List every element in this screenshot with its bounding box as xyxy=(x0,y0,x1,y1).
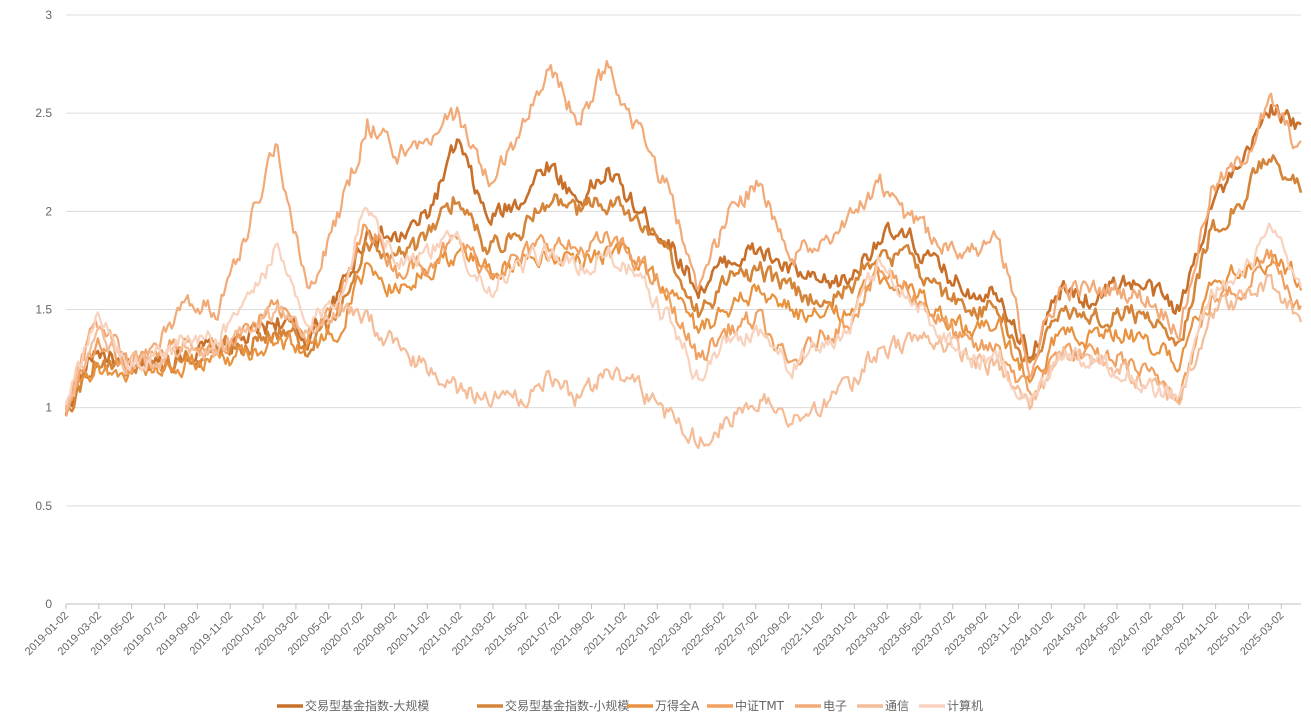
y-tick-label: 0.5 xyxy=(35,499,52,513)
series-line xyxy=(64,241,1303,411)
legend-label: 通信 xyxy=(885,699,909,713)
legend-label: 交易型基金指数-小规模 xyxy=(505,698,629,713)
y-tick-label: 1.5 xyxy=(35,303,52,317)
axes: 00.511.522.532019-01-022019-03-022019-05… xyxy=(23,8,1301,658)
series-line xyxy=(64,59,1302,417)
legend: 交易型基金指数-大规模 交易型基金指数-小规模 万得全A 中证TMT 电子 通信 计算机 xyxy=(277,698,983,713)
legend-label: 中证TMT xyxy=(735,698,785,713)
y-tick-label: 3 xyxy=(45,8,52,22)
legend-label: 万得全A xyxy=(655,698,700,713)
series-lines xyxy=(64,59,1303,449)
series-line xyxy=(65,103,1302,408)
grid-lines xyxy=(66,14,1301,605)
legend-label: 计算机 xyxy=(947,698,983,713)
series-line xyxy=(64,206,1303,406)
y-tick-label: 2.5 xyxy=(35,106,52,120)
y-tick-label: 0 xyxy=(45,597,52,611)
y-tick-label: 1 xyxy=(45,401,52,415)
series-line xyxy=(65,223,1302,410)
legend-label: 交易型基金指数-大规模 xyxy=(305,698,429,713)
y-tick-label: 2 xyxy=(45,204,52,218)
legend-label: 电子 xyxy=(823,699,847,713)
